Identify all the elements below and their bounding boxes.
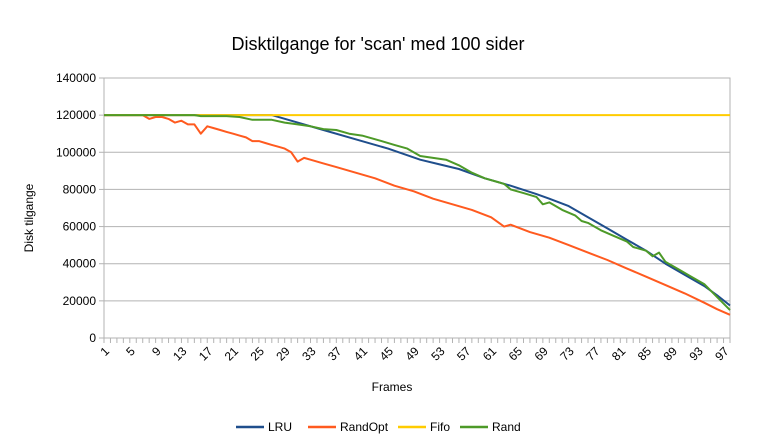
x-tick-label: 53 bbox=[428, 344, 448, 364]
x-tick-label: 89 bbox=[661, 344, 681, 364]
x-tick-label: 49 bbox=[402, 344, 422, 364]
series-line-randopt bbox=[104, 114, 731, 316]
chart-title: Disktilgange for 'scan' med 100 sider bbox=[231, 34, 524, 54]
y-tick-label: 0 bbox=[89, 331, 96, 345]
x-tick-label: 85 bbox=[635, 344, 655, 364]
y-tick-label: 20000 bbox=[63, 294, 97, 308]
legend: LRU RandOpt Fifo Rand bbox=[236, 420, 521, 434]
x-tick-label: 61 bbox=[480, 344, 500, 364]
x-tick-label: 77 bbox=[583, 344, 603, 364]
y-tick-label: 120000 bbox=[56, 108, 96, 122]
x-tick-label: 9 bbox=[149, 344, 164, 359]
legend-label-fifo: Fifo bbox=[430, 420, 450, 434]
grid-lines bbox=[99, 77, 731, 343]
x-tick-label: 17 bbox=[196, 344, 216, 364]
x-tick-label: 41 bbox=[351, 344, 371, 364]
x-tick-label: 45 bbox=[377, 344, 397, 364]
x-tick-label: 21 bbox=[222, 344, 242, 364]
y-tick-label: 80000 bbox=[63, 182, 97, 196]
x-tick-label: 13 bbox=[170, 344, 190, 364]
x-tick-label: 81 bbox=[609, 344, 629, 364]
legend-label-randopt: RandOpt bbox=[340, 420, 389, 434]
y-tick-label: 40000 bbox=[63, 257, 97, 271]
legend-label-rand: Rand bbox=[492, 420, 521, 434]
x-tick-label: 93 bbox=[686, 344, 706, 364]
x-axis-tick-labels: 1 5 9 13 17 21 25 29 33 37 41 45 49 53 57 61 65 69 73 77 81 8… bbox=[97, 344, 731, 364]
series-lines bbox=[104, 114, 731, 316]
x-tick-label: 1 bbox=[97, 344, 112, 359]
x-tick-label: 25 bbox=[248, 344, 268, 364]
y-tick-label: 140000 bbox=[56, 71, 96, 85]
series-line-lru bbox=[104, 114, 731, 307]
plot-area-frame bbox=[103, 77, 731, 339]
y-tick-label: 100000 bbox=[56, 145, 96, 159]
x-tick-label: 29 bbox=[273, 344, 293, 364]
x-tick-label: 69 bbox=[532, 344, 552, 364]
x-tick-label: 73 bbox=[557, 344, 577, 364]
legend-label-lru: LRU bbox=[268, 420, 292, 434]
series-line-rand bbox=[104, 114, 731, 311]
x-tick-label: 57 bbox=[454, 344, 474, 364]
y-axis-title: Disk tilgange bbox=[22, 183, 36, 252]
x-tick-label: 37 bbox=[325, 344, 345, 364]
x-tick-label: 97 bbox=[712, 344, 732, 364]
x-tick-label: 33 bbox=[299, 344, 319, 364]
x-tick-label: 65 bbox=[506, 344, 526, 364]
y-axis-tick-labels: 0 20000 40000 60000 80000 100000 120000 140000 bbox=[56, 71, 96, 345]
y-tick-label: 60000 bbox=[63, 220, 97, 234]
x-tick-label: 5 bbox=[123, 344, 138, 359]
x-axis-title: Frames bbox=[372, 380, 413, 394]
